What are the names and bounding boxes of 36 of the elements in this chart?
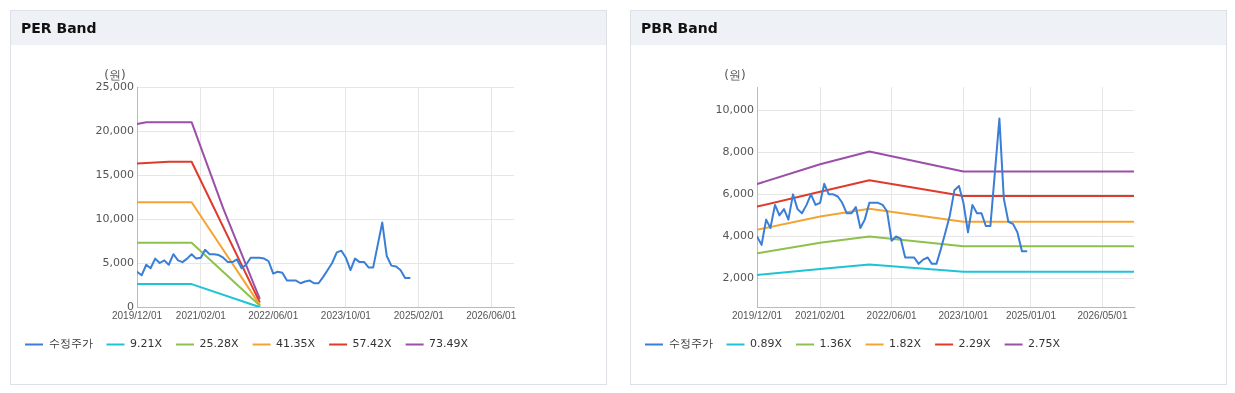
- y-tick-label: 15,000: [95, 167, 134, 181]
- chart-title: PER Band: [11, 11, 606, 45]
- legend-label: 2.75X: [1028, 337, 1061, 351]
- x-tick-label: 2021/02/01: [175, 309, 227, 321]
- x-tick-label: 2019/12/01: [731, 309, 783, 321]
- legend-label: 수정주가: [668, 337, 713, 351]
- legend-label: 41.35X: [276, 337, 316, 351]
- y-tick-label: 10,000: [95, 211, 134, 225]
- y-axis-title: (원): [724, 68, 746, 83]
- x-tick-label: 2025/01/01: [1005, 309, 1057, 321]
- legend-label: 2.29X: [958, 337, 992, 351]
- y-tick-label: 4,000: [722, 229, 754, 243]
- legend-label: 수정주가: [48, 337, 93, 351]
- y-tick-label: 8,000: [722, 145, 754, 159]
- x-tick-label: 2026/06/01: [466, 309, 517, 321]
- legend-label: 1.82X: [889, 337, 922, 351]
- y-tick-label: 2,000: [722, 271, 754, 285]
- legend-label: 9.21X: [130, 337, 163, 351]
- legend-label: 25.28X: [199, 337, 240, 351]
- x-tick-label: 2022/06/01: [248, 309, 299, 321]
- chart-title: PBR Band: [631, 11, 1226, 45]
- x-tick-label: 2023/10/01: [320, 309, 372, 321]
- y-tick-label: 20,000: [95, 123, 134, 137]
- legend-label: 57.42X: [352, 337, 393, 351]
- y-tick-label: 10,000: [715, 103, 754, 117]
- x-tick-label: 2025/02/01: [393, 309, 445, 321]
- x-tick-label: 2022/06/01: [866, 309, 918, 321]
- legend-label: 73.49X: [429, 337, 469, 351]
- legend-label: 0.89X: [750, 337, 783, 351]
- x-tick-label: 2026/05/01: [1077, 309, 1128, 321]
- y-tick-label: 6,000: [722, 187, 754, 201]
- x-tick-label: 2019/12/01: [111, 309, 163, 321]
- x-tick-label: 2023/10/01: [938, 309, 989, 321]
- legend-label: 1.36X: [819, 337, 853, 351]
- y-tick-label: 5,000: [102, 255, 134, 269]
- x-tick-label: 2021/02/01: [795, 309, 846, 321]
